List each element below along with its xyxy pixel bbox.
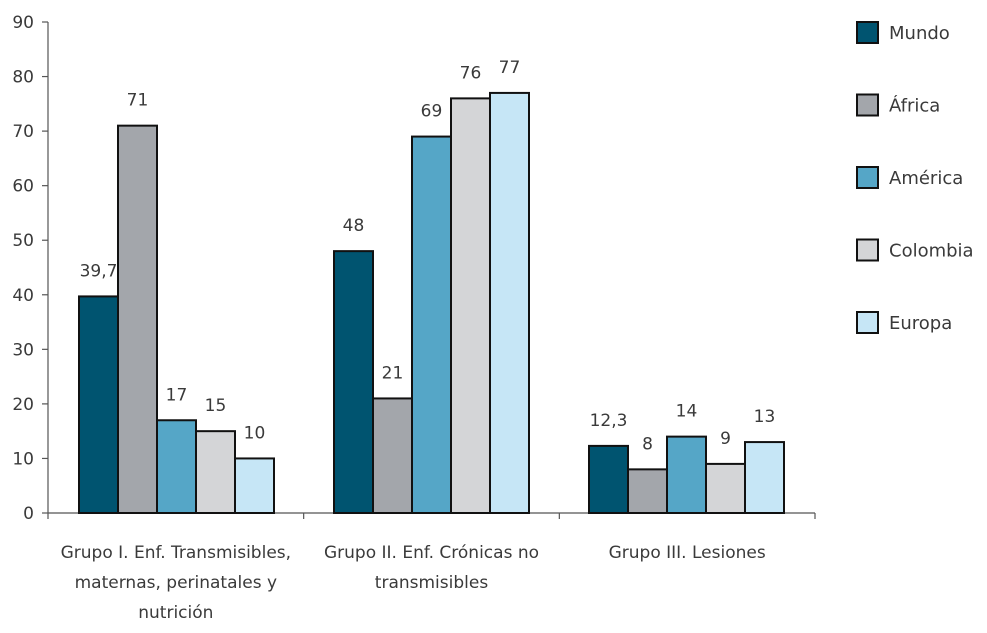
y-tick-label: 80 — [12, 68, 34, 88]
y-tick-label: 10 — [12, 449, 34, 469]
category-label: nutrición — [138, 603, 213, 623]
category-labels: Grupo I. Enf. Transmisibles, maternas, pe… — [61, 543, 766, 623]
bar — [411, 135, 452, 514]
bar — [627, 468, 668, 515]
legend-swatch — [856, 21, 879, 44]
legend-swatch — [856, 238, 879, 262]
y-tick-label: 60 — [12, 177, 34, 197]
legend-swatch — [856, 93, 879, 117]
category-label: maternas, perinatales y — [75, 573, 277, 593]
data-label: 39,7 — [80, 261, 118, 281]
category-label: transmisibles — [375, 573, 489, 593]
y-tick-label: 50 — [12, 231, 34, 251]
y-tick-label: 70 — [12, 122, 34, 142]
data-label: 17 — [166, 385, 188, 405]
data-label: 76 — [460, 63, 482, 83]
data-label: 8 — [642, 434, 653, 454]
y-tick-label: 30 — [12, 340, 34, 360]
bar — [234, 457, 275, 515]
bar — [588, 444, 629, 514]
bars — [78, 91, 785, 515]
data-label: 14 — [676, 402, 698, 422]
category-label: Grupo I. Enf. Transmisibles, — [61, 543, 291, 563]
data-label: 71 — [127, 91, 149, 111]
legend-swatch — [856, 166, 879, 189]
data-label: 69 — [421, 102, 443, 122]
legend-label: Colombia — [889, 241, 974, 262]
bar — [156, 419, 197, 514]
category-label: Grupo III. Lesiones — [609, 543, 766, 563]
legend-label: América — [889, 168, 963, 189]
legend-label: Europa — [889, 313, 952, 334]
data-labels: 39,7 48 12,3 71 21 8 17 69 14 15 76 9 10 77 13 — [80, 58, 776, 454]
y-tick-label: 0 — [23, 504, 34, 524]
bar — [705, 462, 746, 514]
bar — [666, 435, 707, 514]
bar — [450, 97, 491, 514]
data-label: 10 — [244, 423, 266, 443]
y-tick-label: 40 — [12, 286, 34, 306]
bar — [117, 124, 158, 515]
legend: Mundo África América Colombia Europa — [856, 21, 974, 334]
data-label: 48 — [343, 216, 365, 236]
legend-swatch — [856, 311, 879, 334]
legend-label: Mundo — [889, 23, 950, 44]
bar — [489, 91, 530, 515]
data-label: 15 — [205, 396, 227, 416]
bar — [195, 430, 236, 514]
category-label: Grupo II. Enf. Crónicas no — [324, 543, 539, 563]
data-label: 21 — [382, 363, 404, 383]
y-tick-label: 20 — [12, 395, 34, 415]
data-label: 13 — [754, 407, 776, 427]
bar — [744, 441, 785, 515]
data-label: 12,3 — [590, 411, 628, 431]
legend-label: África — [889, 95, 940, 117]
data-label: 77 — [499, 58, 521, 78]
data-label: 9 — [720, 429, 731, 449]
axes: 0 10 20 30 40 50 60 70 80 90 — [12, 13, 816, 524]
bar — [372, 397, 413, 514]
bar — [333, 250, 374, 514]
y-tick-label: 90 — [12, 13, 34, 33]
bar — [78, 295, 119, 515]
